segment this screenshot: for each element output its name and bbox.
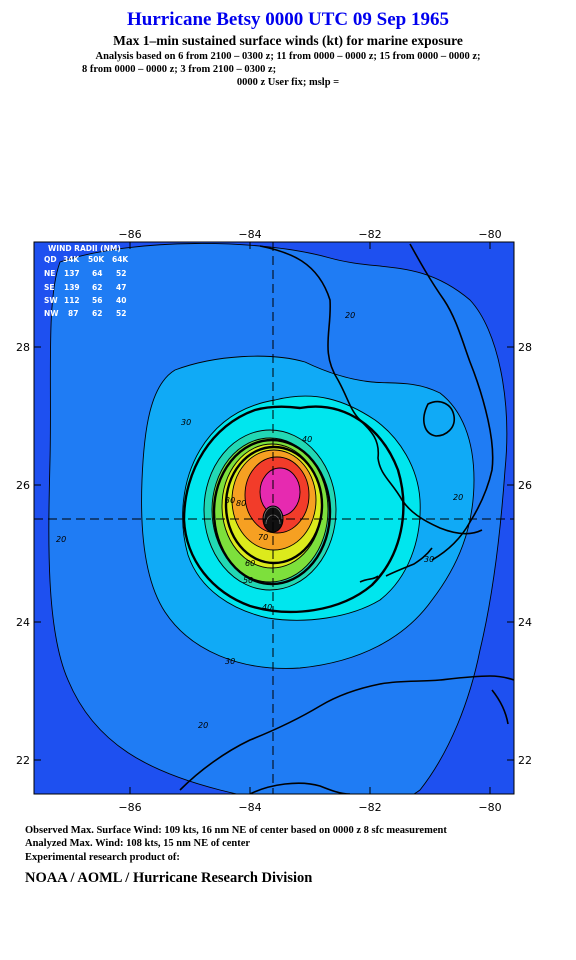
axis-ticks bbox=[34, 242, 514, 794]
plot-frame bbox=[33, 241, 515, 795]
lat-right-24: 24 bbox=[518, 616, 532, 629]
wind-radii-row-sw-34: 112 bbox=[64, 296, 80, 305]
wind-radii-row-nw-34: 87 bbox=[68, 309, 78, 318]
longitude-labels: −86 −84 −82 −80 −86 −84 −82 −80 bbox=[118, 228, 501, 814]
label-40-lower: 40 bbox=[262, 603, 272, 612]
wind-radii-row-nw-64: 52 bbox=[116, 309, 126, 318]
analysis-line-1: Analysis based on 6 from 2100 – 0300 z; … bbox=[95, 51, 481, 62]
cuba-north-coast bbox=[179, 675, 514, 791]
analysis-line-2: 8 from 0000 – 0000 z; 3 from 2100 – 0300… bbox=[82, 64, 277, 75]
radius-64kt bbox=[224, 445, 324, 565]
wind-radii-row-nw-50: 62 bbox=[92, 309, 102, 318]
wind-radii-row-ne-34: 137 bbox=[64, 269, 80, 278]
lat-left-26: 26 bbox=[16, 479, 30, 492]
lon-top-84: −84 bbox=[238, 228, 261, 241]
wind-radii-row-ne-quad: NE bbox=[44, 269, 55, 278]
lat-left-24: 24 bbox=[16, 616, 30, 629]
analysis-line-3: 0000 z User fix; mslp = bbox=[236, 77, 340, 88]
wind-radii-lines bbox=[182, 405, 405, 614]
band-100kt bbox=[260, 468, 300, 516]
lon-top-82: −82 bbox=[358, 228, 381, 241]
label-30-left: 30 bbox=[181, 418, 191, 427]
map-title: Hurricane Betsy 0000 UTC 09 Sep 1965 bbox=[127, 9, 449, 30]
observed-max-wind: Observed Max. Surface Wind: 109 kts, 16 … bbox=[25, 825, 447, 836]
wind-radii-row-ne-50: 64 bbox=[92, 269, 102, 278]
label-20-upper: 20 bbox=[345, 311, 355, 320]
contour-labels: 20 20 20 20 30 30 30 30 40 40 50 60 70 8… bbox=[56, 311, 463, 730]
contour-90 bbox=[244, 456, 310, 534]
label-20-right: 20 bbox=[453, 493, 463, 502]
florida-keys bbox=[359, 547, 433, 583]
wind-radii-header-34k: 34K bbox=[63, 255, 80, 264]
lake-okeechobee bbox=[423, 400, 456, 437]
wind-radii-table: WIND RADII (NM) QD 34K 50K 64K NE 137 64… bbox=[44, 244, 129, 318]
lat-right-28: 28 bbox=[518, 341, 532, 354]
contour-80 bbox=[231, 449, 317, 551]
coastlines bbox=[179, 243, 514, 794]
lat-left-28: 28 bbox=[16, 341, 30, 354]
radius-50kt bbox=[212, 438, 332, 586]
wind-radii-title: WIND RADII (NM) bbox=[48, 244, 121, 253]
florida-coast-west bbox=[259, 245, 483, 535]
wind-radii-header-qd: QD bbox=[44, 255, 57, 264]
label-70: 70 bbox=[258, 533, 268, 542]
lon-top-80: −80 bbox=[478, 228, 501, 241]
map-subtitle: Max 1–min sustained surface winds (kt) f… bbox=[113, 33, 463, 48]
lon-bottom-84: −84 bbox=[238, 801, 261, 814]
wind-radii-row-ne-64: 52 bbox=[116, 269, 126, 278]
label-20-lower: 20 bbox=[198, 721, 208, 730]
contour-lines bbox=[48, 243, 508, 794]
label-60: 60 bbox=[245, 559, 255, 568]
wind-radii-row-se-quad: SE bbox=[44, 283, 55, 292]
lat-right-22: 22 bbox=[518, 754, 532, 767]
cuba-south-coast bbox=[249, 782, 351, 794]
wind-radii-row-nw-quad: NW bbox=[44, 309, 59, 318]
wind-radii-row-sw-quad: SW bbox=[44, 296, 58, 305]
label-20-left: 20 bbox=[56, 535, 66, 544]
label-30-right: 30 bbox=[424, 555, 434, 564]
lon-bottom-82: −82 bbox=[358, 801, 381, 814]
lat-left-22: 22 bbox=[16, 754, 30, 767]
label-30-inner: 30 bbox=[225, 496, 235, 505]
wind-radii-row-sw-64: 40 bbox=[116, 296, 126, 305]
wind-radii-row-se-64: 47 bbox=[116, 283, 126, 292]
analyzed-max-wind: Analyzed Max. Wind: 108 kts, 15 nm NE of… bbox=[25, 838, 251, 849]
wind-radii-row-se-50: 62 bbox=[92, 283, 102, 292]
credit-line: NOAA / AOML / Hurricane Research Divisio… bbox=[25, 870, 313, 886]
contour-60 bbox=[211, 437, 329, 583]
contour-20 bbox=[48, 243, 508, 794]
label-40-upper: 40 bbox=[302, 435, 312, 444]
latitude-labels: 28 26 24 22 28 26 24 22 bbox=[16, 341, 532, 767]
experimental-note: Experimental research product of: bbox=[25, 852, 180, 863]
wind-radii-row-se-34: 139 bbox=[64, 283, 80, 292]
lon-bottom-86: −86 bbox=[118, 801, 141, 814]
radius-34kt bbox=[182, 405, 405, 614]
label-30-lower: 30 bbox=[225, 657, 235, 666]
lon-top-86: −86 bbox=[118, 228, 141, 241]
contour-40 bbox=[182, 395, 421, 621]
wind-radii-header-50k: 50K bbox=[88, 255, 105, 264]
label-50: 50 bbox=[243, 576, 253, 585]
lon-bottom-80: −80 bbox=[478, 801, 501, 814]
lat-right-26: 26 bbox=[518, 479, 532, 492]
contour-30 bbox=[141, 355, 475, 669]
label-80: 80 bbox=[236, 499, 246, 508]
contour-50 bbox=[203, 429, 337, 591]
wind-radii-header-64k: 64K bbox=[112, 255, 129, 264]
wind-radii-row-sw-50: 56 bbox=[92, 296, 102, 305]
florida-coast-east bbox=[409, 243, 494, 561]
bahamas-andros bbox=[491, 689, 509, 725]
wind-field: 20 20 20 20 30 30 30 30 40 40 50 60 70 8… bbox=[34, 242, 514, 794]
